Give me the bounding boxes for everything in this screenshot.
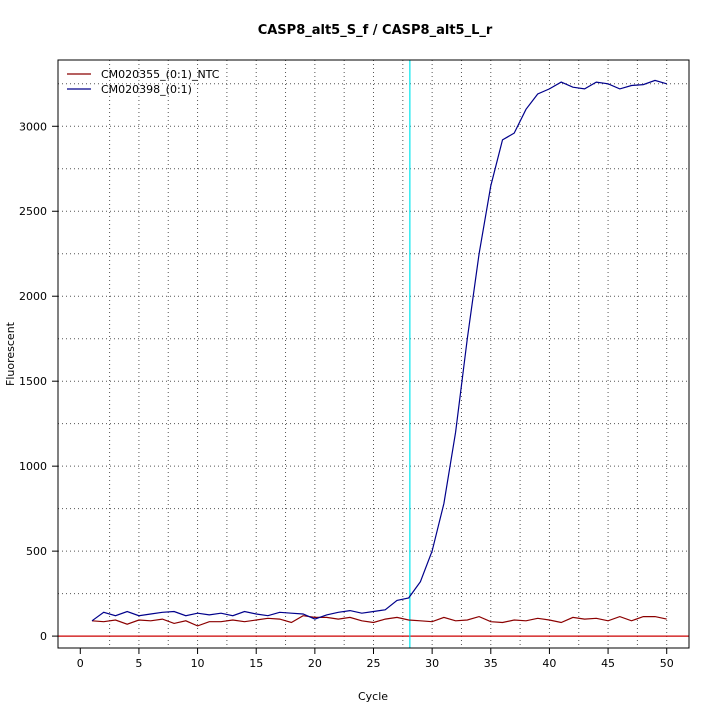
x-axis: 0 5 10 15 20 25 30 35 40 45 50	[77, 648, 674, 670]
legend: CM020355_(0:1)_NTC CM020398_(0:1)	[67, 68, 220, 96]
x-tick-label: 25	[367, 657, 381, 670]
x-tick-label: 30	[425, 657, 439, 670]
chart-title: CASP8_alt5_S_f / CASP8_alt5_L_r	[258, 23, 493, 38]
series-line-1	[91, 615, 667, 627]
y-tick-label: 0	[40, 630, 47, 643]
x-tick-label: 45	[601, 657, 615, 670]
y-axis: 0 500 1000 1500 2000 2500 3000	[19, 120, 58, 643]
series-line-2	[91, 79, 667, 622]
y-tick-label: 1500	[19, 375, 47, 388]
y-tick-label: 500	[26, 545, 47, 558]
legend-label: CM020355_(0:1)_NTC	[101, 68, 220, 81]
x-axis-label: Cycle	[358, 690, 388, 703]
series-layer	[91, 79, 667, 627]
legend-label: CM020398_(0:1)	[101, 83, 192, 96]
y-tick-label: 1000	[19, 460, 47, 473]
y-axis-label: Fluorescent	[4, 321, 17, 386]
x-tick-label: 10	[191, 657, 205, 670]
y-tick-label: 2500	[19, 205, 47, 218]
threshold-layer	[58, 60, 689, 648]
x-tick-label: 0	[77, 657, 84, 670]
x-tick-label: 5	[135, 657, 142, 670]
y-tick-label: 2000	[19, 290, 47, 303]
x-tick-label: 35	[484, 657, 498, 670]
y-tick-label: 3000	[19, 120, 47, 133]
x-tick-label: 20	[308, 657, 322, 670]
x-tick-label: 15	[249, 657, 263, 670]
x-tick-label: 50	[660, 657, 674, 670]
x-tick-label: 40	[542, 657, 556, 670]
